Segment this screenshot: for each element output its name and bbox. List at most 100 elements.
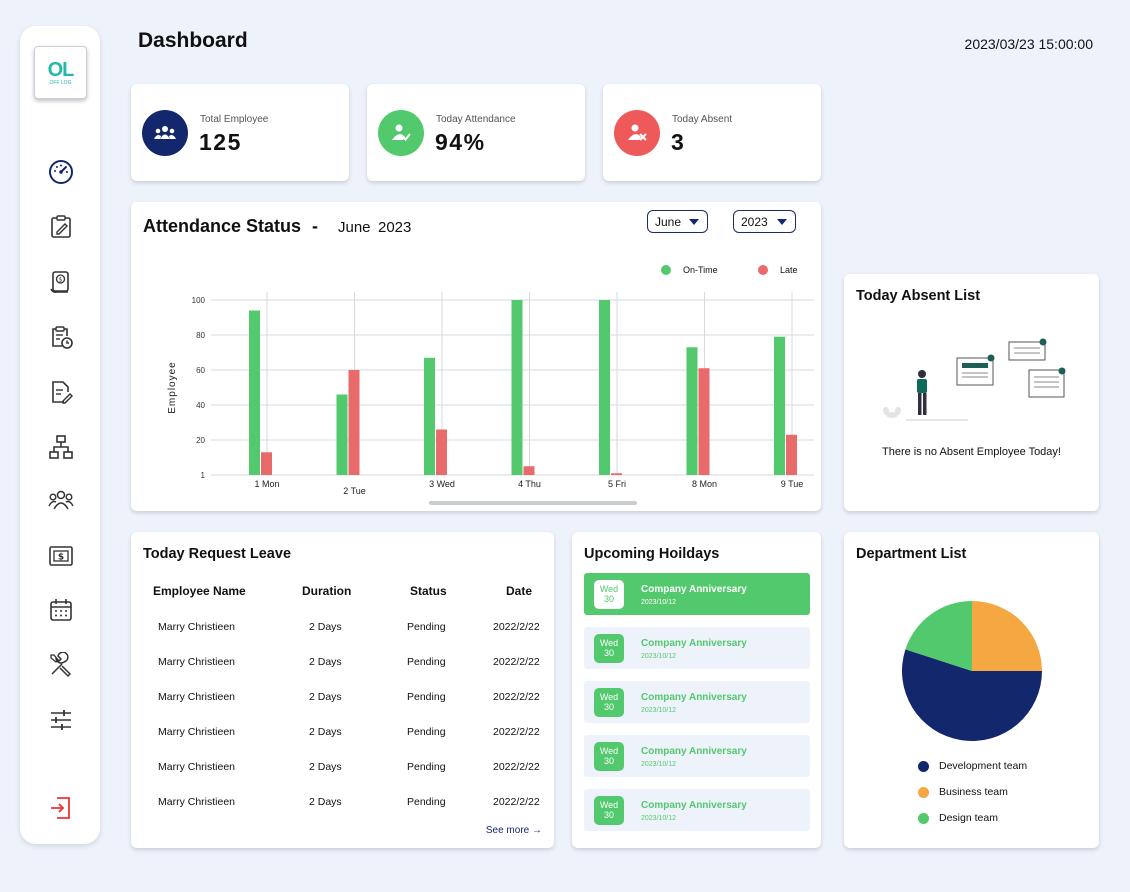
svg-text:$: $ bbox=[58, 553, 64, 563]
bar-late-2-tue bbox=[348, 370, 360, 475]
department-pie-chart bbox=[902, 601, 1042, 741]
attendance-title-text: Attendance Status bbox=[143, 216, 302, 236]
stat-label: Today Attendance bbox=[436, 114, 516, 125]
clipboard-edit-icon[interactable] bbox=[48, 214, 74, 240]
duration-cell: 2 Days bbox=[309, 656, 342, 668]
legend-development-team: Development team bbox=[918, 760, 1027, 772]
today-absent-list-card: Today Absent List There is no Absent Emp… bbox=[844, 274, 1099, 511]
bar-late-5-fri bbox=[611, 473, 622, 475]
x-tick-label: 3 Wed bbox=[429, 479, 455, 489]
user-check-icon bbox=[378, 110, 424, 156]
date-cell: 2022/2/22 bbox=[493, 656, 540, 668]
y-tick-label: 80 bbox=[196, 331, 205, 340]
x-tick-label: 9 Tue bbox=[781, 479, 804, 489]
status-cell: Pending bbox=[407, 691, 446, 703]
logo[interactable]: OL OFF LOG bbox=[34, 46, 87, 99]
date-cell: 2022/2/22 bbox=[493, 726, 540, 738]
payroll-icon[interactable]: $ bbox=[48, 269, 74, 295]
column-header-duration[interactable]: Duration bbox=[302, 584, 352, 598]
department-list-title: Department List bbox=[856, 546, 967, 562]
holidays-title: Upcoming Hoildays bbox=[584, 546, 720, 562]
group-icon bbox=[142, 110, 188, 156]
duration-cell: 2 Days bbox=[309, 761, 342, 773]
speedometer-icon[interactable] bbox=[48, 159, 74, 185]
attendance-status-card: Attendance Status - June 2023 June 2023 … bbox=[131, 202, 821, 511]
holiday-day: Wed bbox=[599, 638, 619, 648]
legend-dot bbox=[918, 760, 929, 772]
team-icon[interactable] bbox=[48, 487, 74, 513]
settings-sliders-icon[interactable] bbox=[48, 707, 74, 733]
legend-late: Late bbox=[758, 265, 798, 275]
status-cell: Pending bbox=[407, 656, 446, 668]
x-tick-label: 4 Thu bbox=[518, 479, 541, 489]
holiday-name: Company Anniversary bbox=[641, 638, 747, 649]
employee-name-cell: Marry Christieen bbox=[158, 726, 236, 738]
holiday-item[interactable]: Wed 30 Company Anniversary 2023/10/12 bbox=[584, 681, 810, 723]
bar-late-8-mon bbox=[698, 368, 710, 475]
holiday-item[interactable]: Wed 30 Company Anniversary 2023/10/12 bbox=[584, 573, 810, 615]
legend-design-team: Design team bbox=[918, 812, 998, 824]
holiday-name: Company Anniversary bbox=[641, 800, 747, 811]
date-cell: 2022/2/22 bbox=[493, 761, 540, 773]
logout-icon[interactable] bbox=[48, 795, 74, 821]
pie-slice-design-team bbox=[905, 601, 972, 671]
holiday-date: 2023/10/12 bbox=[641, 599, 677, 606]
holiday-day: Wed bbox=[599, 692, 619, 702]
caret-down-icon bbox=[689, 219, 699, 225]
table-row[interactable]: Marry Christieen 2 Days Pending 2022/2/2… bbox=[131, 761, 554, 796]
month-dropdown[interactable]: June bbox=[647, 210, 708, 233]
x-tick-label: 8 Mon bbox=[692, 479, 717, 489]
bar-on-time-8-mon bbox=[686, 347, 698, 475]
table-row[interactable]: Marry Christieen 2 Days Pending 2022/2/2… bbox=[131, 656, 554, 691]
absent-list-title: Today Absent List bbox=[856, 288, 981, 304]
attendance-title: Attendance Status - bbox=[143, 216, 318, 237]
date-cell: 2022/2/22 bbox=[493, 621, 540, 633]
holiday-item[interactable]: Wed 30 Company Anniversary 2023/10/12 bbox=[584, 627, 810, 669]
column-header-date[interactable]: Date bbox=[506, 584, 533, 598]
stat-card-today-absent: Today Absent 3 bbox=[603, 84, 821, 181]
title-separator: - bbox=[312, 216, 319, 236]
table-row[interactable]: Marry Christieen 2 Days Pending 2022/2/2… bbox=[131, 691, 554, 726]
holiday-num: 30 bbox=[603, 702, 614, 712]
year-dropdown[interactable]: 2023 bbox=[733, 210, 796, 233]
legend-business-team: Business team bbox=[918, 786, 1008, 798]
date-cell: 2022/2/22 bbox=[493, 796, 540, 808]
pie-slice-development-team bbox=[902, 649, 1042, 741]
column-header-status[interactable]: Status bbox=[410, 584, 447, 598]
holiday-date-badge: Wed 30 bbox=[594, 796, 624, 825]
holiday-num: 30 bbox=[603, 756, 614, 766]
y-tick-label: 100 bbox=[192, 296, 206, 305]
attendance-year: 2023 bbox=[378, 219, 412, 236]
pie-slice-business-team bbox=[972, 601, 1042, 671]
x-tick-label: 5 Fri bbox=[608, 479, 626, 489]
duration-cell: 2 Days bbox=[309, 796, 342, 808]
clipboard-clock-icon[interactable] bbox=[48, 324, 74, 350]
document-edit-icon[interactable] bbox=[48, 379, 74, 405]
salary-icon[interactable]: $ bbox=[48, 543, 74, 569]
table-row[interactable]: Marry Christieen 2 Days Pending 2022/2/2… bbox=[131, 621, 554, 656]
request-leave-title: Today Request Leave bbox=[143, 546, 292, 562]
table-row[interactable]: Marry Christieen 2 Days Pending 2022/2/2… bbox=[131, 796, 554, 831]
tools-icon[interactable] bbox=[48, 652, 74, 678]
duration-cell: 2 Days bbox=[309, 691, 342, 703]
calendar-icon[interactable] bbox=[48, 597, 74, 623]
employee-name-cell: Marry Christieen bbox=[158, 761, 236, 773]
holiday-name: Company Anniversary bbox=[641, 746, 747, 757]
y-tick-label: 40 bbox=[196, 401, 205, 410]
holiday-date: 2023/10/12 bbox=[641, 761, 677, 768]
duration-cell: 2 Days bbox=[309, 621, 342, 633]
see-more-link[interactable]: See more → bbox=[485, 825, 542, 836]
legend-label: On-Time bbox=[683, 265, 718, 275]
holiday-item[interactable]: Wed 30 Company Anniversary 2023/10/12 bbox=[584, 735, 810, 777]
user-x-icon bbox=[614, 110, 660, 156]
chart-scrollbar[interactable] bbox=[429, 501, 637, 505]
employee-name-cell: Marry Christieen bbox=[158, 656, 236, 668]
bar-on-time-1-mon bbox=[249, 310, 260, 475]
legend-dot bbox=[918, 786, 929, 798]
holiday-date-badge: Wed 30 bbox=[594, 742, 624, 771]
holiday-item[interactable]: Wed 30 Company Anniversary 2023/10/12 bbox=[584, 789, 810, 831]
table-row[interactable]: Marry Christieen 2 Days Pending 2022/2/2… bbox=[131, 726, 554, 761]
org-chart-icon[interactable] bbox=[48, 434, 74, 460]
column-header-employee-name[interactable]: Employee Name bbox=[153, 584, 246, 598]
stat-value: 3 bbox=[671, 129, 686, 155]
